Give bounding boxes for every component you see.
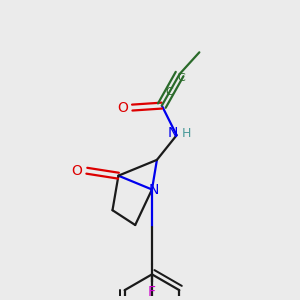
- Text: F: F: [148, 285, 156, 299]
- Text: C: C: [165, 87, 172, 97]
- Text: H: H: [182, 127, 191, 140]
- Text: N: N: [167, 126, 178, 140]
- Text: N: N: [149, 184, 159, 197]
- Text: C: C: [178, 73, 185, 83]
- Text: O: O: [117, 100, 128, 115]
- Text: O: O: [71, 164, 82, 178]
